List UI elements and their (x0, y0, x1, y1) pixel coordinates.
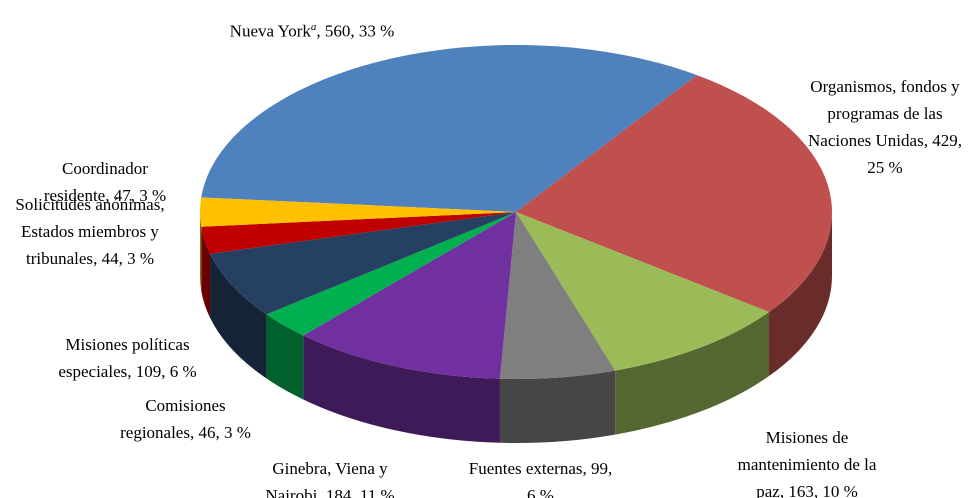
separator: , (779, 482, 789, 498)
category-name: Organismos, fondos y programas de las Na… (808, 77, 960, 150)
percent-label: 10 % (822, 482, 858, 498)
separator: , (608, 459, 613, 478)
category-name: Nueva York (229, 21, 311, 41)
percent-label: 3 % (127, 249, 154, 268)
separator: , (317, 486, 326, 498)
slice-label: Comisiones regionales, 46, 3 % (108, 392, 263, 446)
percent-label: 11 % (359, 486, 395, 498)
slice (516, 75, 833, 313)
separator: , (189, 423, 199, 442)
value-label: 46 (198, 423, 216, 442)
slice-label: Misiones de mantenimiento de la paz, 163… (722, 424, 892, 498)
separator: , (582, 459, 592, 478)
value-label: 44 (101, 249, 119, 268)
slice-label: Coordinador residente, 47, 3 % (30, 155, 180, 209)
slice-side (769, 212, 832, 377)
value-label: 184 (325, 486, 352, 498)
value-label: 99 (591, 459, 609, 478)
slice-label: Ginebra, Viena y Nairobi, 184, 11 % (250, 455, 410, 498)
slice (210, 212, 517, 315)
note-mark: a (310, 21, 317, 33)
slice-label: Solicitudes anónimas, Estados miembros y… (0, 191, 180, 272)
separator: , (130, 186, 140, 205)
separator: , (215, 423, 224, 442)
percent-label: 25 % (867, 158, 903, 177)
slice (499, 212, 616, 380)
value-label: 109 (135, 362, 162, 381)
slice-label: Misiones políticas especiales, 109, 6 % (30, 331, 225, 385)
slice (266, 212, 516, 336)
separator: , (316, 21, 325, 41)
separator: , (350, 21, 359, 41)
slice-label: Fuentes externas, 99, 6 % (468, 455, 613, 498)
slice-side (499, 370, 616, 443)
category-name: Coordinador residente (43, 159, 148, 205)
separator: , (923, 131, 933, 150)
value-label: 163 (788, 482, 814, 498)
slice (201, 45, 697, 213)
separator: , (957, 131, 962, 150)
category-name: Solicitudes anónimas, Estados miembros y… (15, 195, 165, 268)
slice (303, 212, 516, 379)
separator: , (813, 482, 823, 498)
category-name: Misiones políticas especiales (58, 335, 190, 381)
percent-label: 6 % (169, 362, 197, 381)
separator: , (161, 362, 170, 381)
category-name: Misiones de mantenimiento de la paz (737, 428, 877, 498)
separator: , (351, 486, 360, 498)
value-label: 429 (932, 131, 958, 150)
category-name: Fuentes externas (468, 459, 583, 478)
separator: , (93, 249, 102, 268)
slice-side (303, 335, 500, 443)
slice (201, 212, 516, 254)
slice-label: Organismos, fondos y programas de las Na… (800, 73, 970, 181)
separator: , (105, 186, 114, 205)
percent-label: 6 % (527, 486, 554, 498)
slice-label: Nueva Yorka, 560, 33 % (222, 14, 402, 45)
category-name: Ginebra, Viena y Nairobi (265, 459, 388, 498)
percent-label: 3 % (139, 186, 167, 205)
category-name: Comisiones regionales (120, 396, 226, 442)
slice (516, 212, 770, 371)
value-label: 47 (113, 186, 131, 205)
slice-side (200, 212, 202, 291)
slice-side (266, 314, 304, 400)
slice-side (201, 226, 211, 318)
slice (199, 197, 516, 227)
percent-label: 33 % (358, 21, 395, 41)
value-label: 560 (324, 21, 351, 41)
separator: , (118, 249, 128, 268)
slice-side (210, 253, 267, 379)
separator: , (127, 362, 136, 381)
percent-label: 3 % (223, 423, 251, 442)
slice-side (615, 312, 770, 435)
